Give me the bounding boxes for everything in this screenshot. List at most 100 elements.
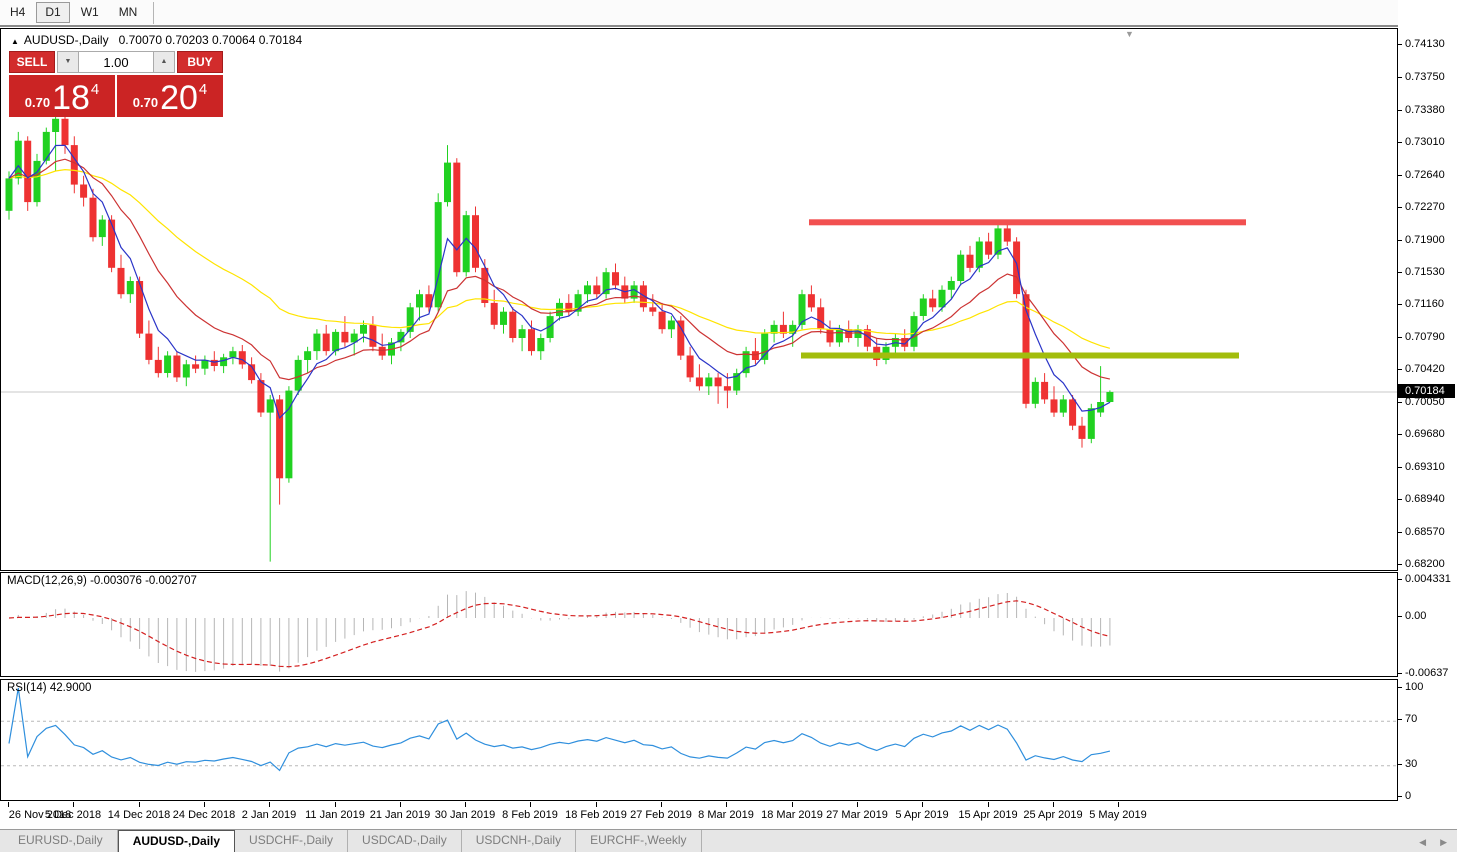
candle-body xyxy=(462,215,470,273)
price-axis-tick: 0.68940 xyxy=(1398,493,1445,506)
candle-body xyxy=(705,377,713,387)
candle-body xyxy=(1059,399,1067,413)
candle-body xyxy=(154,359,162,374)
rsi-axis-tick: 0 xyxy=(1398,790,1411,803)
chart-symbol-label: AUDUSD-,Daily xyxy=(23,33,109,47)
timeframe-toolbar: H4 D1 W1 MN xyxy=(0,0,1457,27)
tab-scroll-right-button[interactable]: ▶ xyxy=(1440,837,1447,847)
candle-body xyxy=(360,324,367,334)
price-axis-tick: 0.69680 xyxy=(1398,428,1445,441)
candle-body xyxy=(518,329,526,338)
date-axis-tick xyxy=(661,802,662,807)
candle-body xyxy=(798,294,806,325)
date-axis-tick xyxy=(530,802,531,807)
candle-body xyxy=(500,311,507,325)
date-axis-tick xyxy=(988,802,989,807)
candle-body xyxy=(117,267,125,295)
date-axis-label: 5 Apr 2019 xyxy=(895,809,949,821)
candle-body xyxy=(630,285,638,299)
support-line[interactable] xyxy=(801,352,1239,359)
candle-body xyxy=(966,254,974,268)
buy-price-box[interactable]: 0.70 20 4 xyxy=(117,75,223,117)
candle-body xyxy=(929,298,937,308)
candle-body xyxy=(985,241,993,255)
date-axis-label: 14 Dec 2018 xyxy=(107,809,171,821)
candle-body xyxy=(434,202,442,308)
candle-body xyxy=(667,320,675,330)
sell-price-box[interactable]: 0.70 18 4 xyxy=(9,75,115,117)
date-axis-label: 30 Jan 2019 xyxy=(434,809,496,821)
candle-body xyxy=(639,285,647,308)
timeframe-button-w1[interactable]: W1 xyxy=(80,5,99,19)
timeframe-button-d1[interactable]: D1 xyxy=(36,2,70,23)
main-chart-panel[interactable]: ▲ AUDUSD-,Daily 0.70070 0.70203 0.70064 0.… xyxy=(0,28,1398,571)
chart-tab-eurchf[interactable]: EURCHF-,Weekly xyxy=(576,830,702,852)
price-axis-tick: 0.68570 xyxy=(1398,526,1445,539)
sell-button[interactable]: SELL xyxy=(9,51,55,73)
candle-body xyxy=(584,285,591,295)
date-axis-label: 21 Jan 2019 xyxy=(369,809,431,821)
candle-body xyxy=(658,311,666,330)
date-axis-label: 25 Apr 2019 xyxy=(1023,809,1083,821)
chart-tab-eurusd[interactable]: EURUSD-,Daily xyxy=(4,830,118,852)
candle-body xyxy=(733,373,741,391)
date-axis-label: 27 Feb 2019 xyxy=(630,809,692,821)
candle-body xyxy=(994,228,1002,255)
candle-body xyxy=(229,351,237,358)
chart-tab-audusd[interactable]: AUDUSD-,Daily xyxy=(117,830,236,852)
rsi-axis-tick: 70 xyxy=(1398,713,1417,726)
volume-increase-button[interactable]: ▲ xyxy=(153,51,175,73)
chart-tab-bar: EURUSD-,Daily AUDUSD-,Daily USDCHF-,Daily U… xyxy=(0,829,1457,852)
chart-tab-usdcnh[interactable]: USDCNH-,Daily xyxy=(462,830,577,852)
chart-tab-usdcad[interactable]: USDCAD-,Daily xyxy=(348,830,462,852)
candle-body xyxy=(182,364,190,378)
date-axis-tick xyxy=(792,802,793,807)
candle-body xyxy=(770,324,778,334)
candle-body xyxy=(751,351,759,360)
candle-body xyxy=(1050,399,1058,413)
timeframe-button-mn[interactable]: MN xyxy=(118,5,138,19)
chart-tab-usdchf[interactable]: USDCHF-,Daily xyxy=(235,830,349,852)
sell-price-sup: 4 xyxy=(90,81,100,98)
candle-body xyxy=(602,272,610,295)
price-axis-tick: 0.73750 xyxy=(1398,71,1445,84)
date-axis-label: 11 Jan 2019 xyxy=(305,809,365,821)
date-axis-tick xyxy=(1118,802,1119,807)
candle-body xyxy=(42,131,50,161)
timeframe-button-h4[interactable]: H4 xyxy=(10,5,26,19)
buy-button[interactable]: BUY xyxy=(177,51,223,73)
candle-body xyxy=(677,320,685,356)
price-axis-tick: 0.73010 xyxy=(1398,136,1445,149)
candle-body xyxy=(5,178,13,211)
price-axis-tick: 0.69310 xyxy=(1398,461,1445,474)
volume-decrease-button[interactable]: ▼ xyxy=(57,51,79,73)
candle-body xyxy=(1003,228,1011,242)
candle-body xyxy=(397,331,405,343)
candle-body xyxy=(136,281,144,334)
price-axis-tick: 0.68200 xyxy=(1398,558,1445,571)
rsi-label: RSI(14) 42.9000 xyxy=(7,682,92,694)
sell-price-big: 18 xyxy=(52,78,90,117)
tab-scroll-left-button[interactable]: ◀ xyxy=(1419,837,1427,847)
candle-body xyxy=(565,302,573,312)
candle-body xyxy=(761,333,769,360)
date-axis-label: 18 Feb 2019 xyxy=(565,809,627,821)
candle-body xyxy=(192,364,200,369)
chart-shift-marker-icon[interactable]: ▼ xyxy=(1125,29,1134,39)
date-axis-label: 5 Dec 2018 xyxy=(44,809,102,821)
candle-body xyxy=(416,294,423,308)
rsi-indicator-panel[interactable]: RSI(14) 42.9000 xyxy=(0,679,1398,801)
resistance-line[interactable] xyxy=(809,219,1246,226)
candle-body xyxy=(453,162,461,273)
volume-input[interactable] xyxy=(79,51,153,73)
candle-body xyxy=(98,219,106,238)
date-axis-tick xyxy=(726,802,727,807)
candle-body xyxy=(350,333,358,343)
candle-body xyxy=(444,162,451,203)
candle-body xyxy=(80,184,88,198)
candle-body xyxy=(593,285,601,295)
macd-indicator-panel[interactable]: MACD(12,26,9) -0.003076 -0.002707 xyxy=(0,572,1398,677)
candle-body xyxy=(369,324,377,347)
price-chart-canvas[interactable] xyxy=(1,29,1397,570)
candle-body xyxy=(854,329,862,338)
